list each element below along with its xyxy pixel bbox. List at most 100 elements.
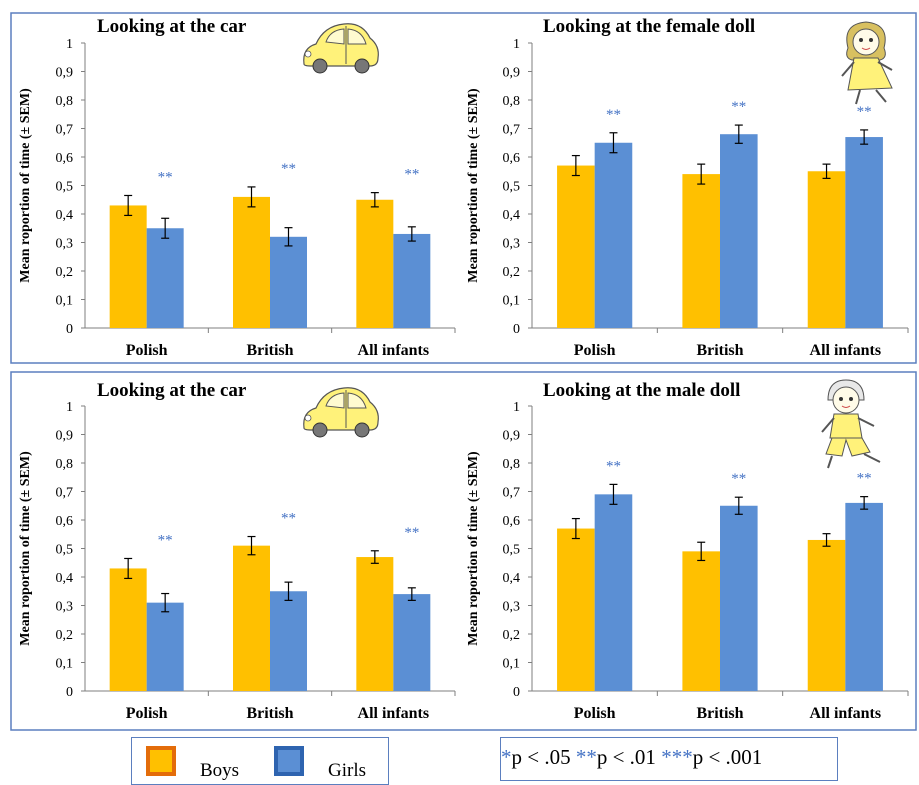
bar-boys-british (233, 196, 270, 328)
significance-marker: ** (857, 471, 872, 487)
bar-girls-british (270, 236, 307, 328)
significance-marker: ** (281, 161, 296, 177)
doll-eye-left (859, 38, 863, 42)
x-tick-label: Polish (126, 342, 168, 359)
x-tick-label: Polish (574, 342, 616, 359)
significance-marker: ** (731, 99, 746, 115)
y-tick-label: 0,4 (56, 208, 74, 223)
significance-marker: ** (158, 532, 173, 548)
sig-one-star: * (501, 745, 512, 769)
car-wheel-rear (354, 58, 370, 74)
y-tick-label: 1 (513, 400, 520, 415)
doll-legs (827, 453, 881, 469)
x-tick-label: All infants (810, 342, 882, 359)
y-tick-label: 0,6 (56, 514, 74, 529)
doll-eye-right (849, 397, 853, 401)
y-tick-label: 0 (513, 685, 520, 700)
significance-marker: ** (281, 511, 296, 527)
bar-girls-british (720, 134, 758, 328)
y-tick-label: 0,9 (56, 429, 74, 444)
x-tick-label: Polish (574, 705, 616, 722)
boys-swatch (146, 746, 176, 776)
doll-arms (841, 61, 893, 77)
bar-girls-british (720, 505, 758, 691)
y-tick-label: 0 (513, 322, 520, 337)
significance-marker: ** (606, 107, 621, 123)
y-tick-label: 0,5 (503, 180, 521, 195)
x-tick-label: All infants (358, 705, 430, 722)
bar-boys-all-infants (356, 557, 394, 691)
doll-legs (855, 89, 887, 105)
y-tick-label: 0,3 (503, 237, 521, 252)
bar-girls-all-infants (393, 594, 431, 691)
bar-girls-all-infants (845, 502, 883, 691)
chart-panel-3: Looking at the car 0 0,1 0,2 0,3 0,4 0,5 0,6 0,7… (18, 380, 456, 722)
y-tick-label: 0,7 (56, 486, 74, 501)
x-tick-label: All infants (810, 705, 882, 722)
car-headlight (304, 414, 312, 422)
y-tick-label: 0,4 (503, 208, 521, 223)
y-tick-label: 0,1 (56, 657, 74, 672)
y-axis-label: Mean roportion of time (± SEM) (466, 451, 481, 646)
bar-girls-british (270, 591, 307, 691)
sig-three-star: *** (661, 745, 693, 769)
y-tick-label: 0,6 (56, 151, 74, 166)
chart-panel-1: Looking at the car 0 0,1 0,2 0,3 0,4 0,5 0,6 0,7… (18, 16, 456, 359)
male-doll-icon (821, 379, 881, 469)
x-tick-label: British (246, 342, 293, 359)
doll-shirt (829, 413, 863, 439)
y-tick-label: 0,8 (56, 94, 74, 109)
y-tick-label: 0,2 (503, 265, 521, 280)
chart-panel-2: Looking at the female doll 0 0,1 0,2 0,3 0,4 0… (466, 16, 909, 359)
female-doll-icon (841, 21, 893, 105)
car-wheel-front (312, 58, 328, 74)
y-tick-label: 1 (513, 37, 520, 52)
y-tick-label: 0,5 (56, 180, 74, 195)
significance-marker: ** (731, 471, 746, 487)
sig-two-star: ** (575, 745, 597, 769)
bar-boys-british (682, 174, 720, 328)
row-frame-top (10, 12, 917, 364)
car-window-front (325, 392, 345, 409)
y-tick-label: 0,3 (503, 600, 521, 615)
bar-boys-all-infants (807, 171, 846, 328)
car-window-front (325, 28, 345, 45)
y-tick-label: 0,9 (503, 429, 521, 444)
y-tick-label: 0,2 (56, 265, 74, 280)
y-tick-label: 0,9 (56, 66, 74, 81)
y-tick-label: 0,2 (56, 628, 74, 643)
group-legend: Boys Girls (131, 737, 389, 785)
significance-legend: *p < .05 **p < .01 ***p < .001 (500, 737, 838, 781)
bar-boys-all-infants (807, 539, 846, 691)
car-wheel-front (312, 422, 328, 438)
y-tick-label: 0,1 (503, 294, 521, 309)
y-tick-label: 0,9 (503, 66, 521, 81)
bar-boys-all-infants (356, 199, 394, 328)
bar-girls-polish (594, 494, 633, 691)
y-tick-label: 1 (66, 37, 73, 52)
y-tick-label: 0,8 (503, 94, 521, 109)
car-window-rear (347, 28, 367, 45)
y-tick-label: 1 (66, 400, 73, 415)
bar-boys-polish (557, 165, 595, 328)
doll-dress (847, 57, 893, 91)
sig-two-text: p < .01 (596, 745, 662, 769)
y-tick-label: 0,1 (56, 294, 74, 309)
doll-arms (821, 417, 875, 433)
boys-legend-label: Boys (200, 760, 240, 781)
y-tick-label: 0,2 (503, 628, 521, 643)
x-tick-label: British (696, 705, 743, 722)
bar-boys-british (233, 545, 270, 691)
car-window-rear (347, 392, 367, 409)
girls-legend-label: Girls (328, 760, 366, 781)
y-tick-label: 0 (66, 322, 73, 337)
chart-title: Looking at the female doll (543, 16, 755, 37)
bar-girls-polish (594, 142, 633, 328)
y-tick-label: 0,4 (56, 571, 74, 586)
bar-boys-polish (109, 205, 147, 328)
y-tick-label: 0,4 (503, 571, 521, 586)
y-tick-label: 0,7 (56, 123, 74, 138)
y-tick-label: 0,3 (56, 600, 74, 615)
